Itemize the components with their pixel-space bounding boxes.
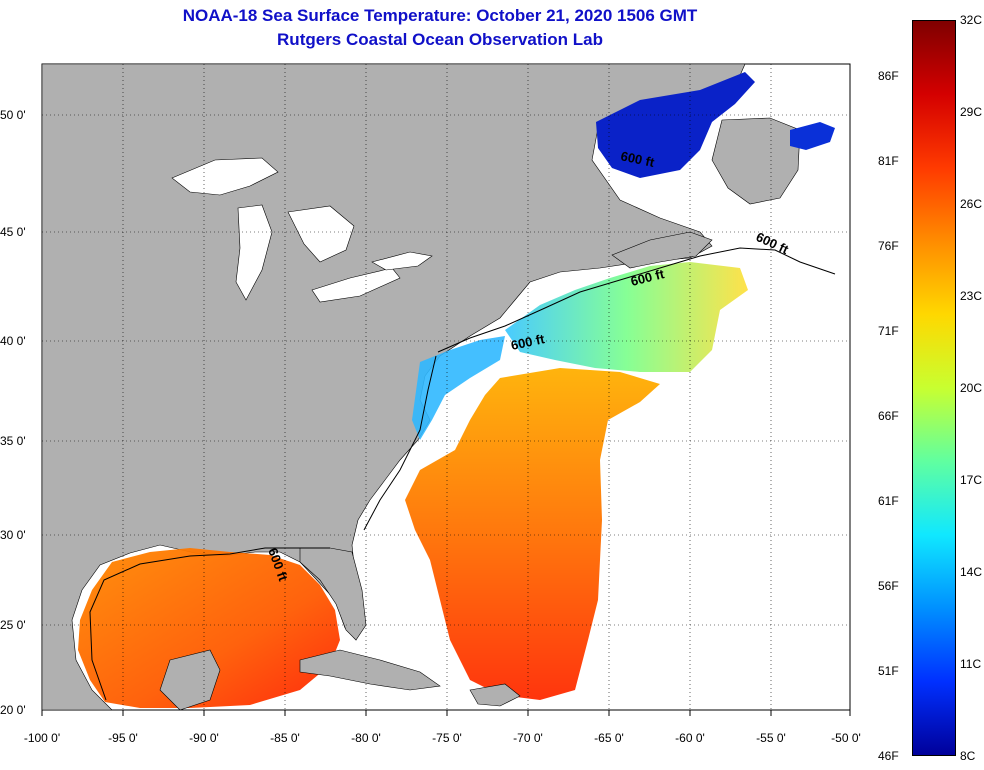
colorbar-f-label: 76F xyxy=(878,239,899,253)
colorbar-f-label: 61F xyxy=(878,494,899,508)
lon-label: -55 0' xyxy=(756,731,786,745)
colorbar-c-label: 26C xyxy=(960,197,983,211)
colorbar-c-label: 8C xyxy=(960,749,976,763)
lon-label: -60 0' xyxy=(675,731,705,745)
colorbar-c-label: 23C xyxy=(960,289,983,303)
sst-atlantic-warm xyxy=(405,368,660,700)
sst-midatlantic-shelf xyxy=(412,336,505,440)
lon-label: -95 0' xyxy=(108,731,138,745)
land-newfoundland xyxy=(711,117,801,205)
isobath-label-st-lawrence: 600 ft xyxy=(619,148,656,170)
land-yucatan xyxy=(159,649,221,711)
lat-label: 35 0' xyxy=(0,434,26,448)
colorbar-c-label: 32C xyxy=(960,13,983,27)
lon-label: -85 0' xyxy=(270,731,300,745)
lat-label: 30 0' xyxy=(0,528,26,542)
sst-labrador-cold xyxy=(790,122,835,150)
sst-gulf-of-maine xyxy=(505,262,748,372)
colorbar-f-label: 56F xyxy=(878,579,899,593)
colorbar-c-label: 14C xyxy=(960,565,983,579)
colorbar-c-label: 29C xyxy=(960,105,983,119)
axis-ticks xyxy=(41,710,851,716)
lon-label: -90 0' xyxy=(189,731,219,745)
lon-label: -100 0' xyxy=(24,731,60,745)
isobath-label-midatlantic: 600 ft xyxy=(510,331,547,353)
lon-label: -75 0' xyxy=(432,731,462,745)
lat-label: 20 0' xyxy=(0,703,26,717)
colorbar-f-label: 71F xyxy=(878,324,899,338)
lat-label: 25 0' xyxy=(0,618,26,632)
colorbar-f-label: 51F xyxy=(878,664,899,678)
land-florida xyxy=(299,547,367,641)
lat-label: 50 0' xyxy=(0,108,26,122)
lat-label: 40 0' xyxy=(0,334,26,348)
colorbar-f-label: 81F xyxy=(878,154,899,168)
map-title: NOAA-18 Sea Surface Temperature: October… xyxy=(182,6,698,25)
lon-label: -80 0' xyxy=(351,731,381,745)
land-cuba xyxy=(299,649,441,691)
colorbar-c-label: 20C xyxy=(960,381,983,395)
isobath-600ft xyxy=(89,247,836,701)
colorbar-c-label: 17C xyxy=(960,473,983,487)
sst-st-lawrence-cold xyxy=(596,72,755,178)
colorbar-f-label: 86F xyxy=(878,69,899,83)
sst-gulf-of-mexico xyxy=(78,548,340,708)
lat-gridlines xyxy=(42,114,850,626)
lon-label: -50 0' xyxy=(831,731,861,745)
colorbar-f-label: 66F xyxy=(878,409,899,423)
temperature-colorbar xyxy=(912,20,956,756)
map-subtitle: Rutgers Coastal Ocean Observation Lab xyxy=(277,30,603,49)
colorbar-c-label: 11C xyxy=(960,657,982,671)
lon-label: -65 0' xyxy=(594,731,624,745)
land-nova-scotia xyxy=(611,231,713,269)
great-lakes xyxy=(171,157,433,303)
land-north-america xyxy=(41,63,746,711)
land-hispaniola xyxy=(469,683,521,707)
lon-label: -70 0' xyxy=(513,731,543,745)
sst-map: 600 ft 600 ft 600 ft 600 ft 600 ft 50 0'… xyxy=(0,63,861,745)
lat-label: 45 0' xyxy=(0,225,26,239)
colorbar-f-label: 46F xyxy=(878,749,899,763)
